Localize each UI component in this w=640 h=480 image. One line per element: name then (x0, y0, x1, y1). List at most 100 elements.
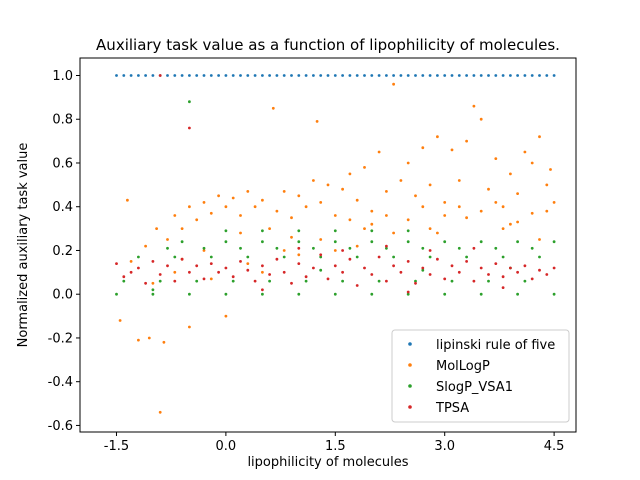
point-s0-45 (443, 74, 447, 77)
point-s3-56 (509, 266, 512, 270)
point-s3-23 (268, 273, 271, 276)
point-s1-47 (436, 135, 439, 139)
point-s2-59 (552, 240, 556, 244)
point-s2-17 (231, 279, 235, 283)
point-s1-85 (516, 220, 519, 224)
point-s2-39 (202, 246, 206, 250)
point-s2-22 (414, 279, 417, 283)
point-s3-42 (406, 260, 410, 263)
point-s3-69 (406, 290, 410, 294)
point-s1-7 (144, 244, 148, 248)
point-s1-34 (341, 187, 344, 191)
point-s1-82 (406, 218, 410, 222)
point-s1-4 (158, 410, 162, 414)
legend-marker-0 (408, 342, 412, 346)
point-s0-17 (239, 74, 242, 77)
point-s3-33 (341, 270, 344, 274)
point-s2-41 (275, 246, 279, 250)
point-s0-5 (151, 74, 155, 77)
series-0-points (115, 74, 556, 77)
point-s0-54 (509, 74, 512, 77)
point-s0-15 (224, 74, 228, 77)
point-s3-7 (151, 260, 155, 263)
point-s2-1 (115, 292, 118, 296)
point-s1-40 (385, 190, 388, 193)
point-s3-11 (180, 257, 184, 261)
point-s3-2 (115, 262, 118, 265)
point-s2-7 (333, 292, 337, 296)
point-s1-11 (180, 227, 184, 231)
point-s1-38 (370, 209, 374, 213)
point-s1-20 (246, 190, 250, 193)
point-s2-36 (501, 255, 505, 259)
point-s0-46 (450, 74, 454, 77)
plot-frame (79, 57, 577, 433)
point-s0-60 (552, 74, 556, 77)
point-s1-90 (421, 205, 425, 209)
point-s3-3 (122, 275, 126, 279)
point-s1-32 (326, 183, 330, 187)
point-s1-39 (377, 150, 381, 154)
point-s2-28 (209, 255, 213, 259)
point-s1-50 (457, 179, 461, 182)
point-s1-22 (261, 198, 264, 202)
y-tick-label: 0.2 (52, 244, 73, 259)
point-s3-30 (319, 253, 323, 257)
point-s1-43 (406, 161, 410, 165)
point-s0-59 (545, 74, 549, 77)
point-s3-27 (297, 262, 301, 265)
point-s2-25 (523, 279, 527, 283)
point-s3-45 (428, 273, 432, 276)
point-s3-70 (501, 286, 505, 289)
point-s0-57 (530, 74, 534, 77)
point-s2-34 (428, 255, 432, 259)
point-s2-42 (312, 246, 315, 250)
point-s3-55 (501, 275, 505, 279)
point-s3-52 (479, 266, 483, 270)
point-s0-10 (188, 74, 191, 77)
legend-label-2: SlogP_VSA1 (436, 380, 513, 395)
point-s1-15 (209, 211, 213, 215)
y-tick-label: 0.8 (52, 113, 73, 128)
point-s0-18 (246, 74, 250, 77)
point-s3-0 (188, 126, 191, 130)
point-s1-48 (443, 201, 447, 204)
point-s1-95 (173, 270, 177, 274)
point-s1-79 (297, 253, 301, 257)
point-s3-48 (450, 264, 454, 268)
point-s0-29 (326, 74, 330, 77)
point-s3-9 (166, 264, 169, 268)
point-s1-30 (315, 120, 319, 123)
point-s3-32 (333, 264, 337, 268)
point-s1-23 (271, 106, 275, 110)
point-s2-24 (487, 279, 490, 283)
point-s2-53 (333, 240, 337, 244)
point-s2-31 (319, 255, 323, 259)
point-s0-13 (209, 74, 213, 77)
point-s0-47 (457, 74, 461, 77)
point-s1-18 (231, 196, 235, 200)
y-axis-label: Normalized auxiliary task value (16, 143, 31, 348)
point-s2-49 (180, 240, 184, 244)
point-s2-11 (479, 292, 483, 296)
point-s3-1 (158, 74, 162, 77)
x-axis-label: lipophilicity of molecules (247, 455, 408, 470)
point-s3-35 (355, 284, 359, 287)
point-s0-31 (341, 74, 344, 77)
point-s1-98 (363, 227, 366, 231)
point-s2-56 (443, 240, 447, 244)
point-s2-26 (137, 255, 140, 259)
point-s1-3 (147, 336, 151, 340)
chart-title: Auxiliary task value as a function of li… (96, 36, 560, 54)
point-s0-52 (494, 74, 498, 77)
y-tick-label: -0.2 (48, 331, 73, 346)
point-s0-38 (392, 74, 395, 77)
point-s1-52 (472, 104, 476, 108)
point-s2-12 (516, 292, 519, 296)
point-s1-65 (188, 325, 191, 329)
point-s2-66 (151, 288, 155, 292)
point-s0-32 (348, 74, 352, 77)
point-s0-20 (261, 74, 264, 77)
point-s1-94 (151, 281, 155, 285)
legend-label-0: lipinski rule of five (436, 338, 555, 353)
